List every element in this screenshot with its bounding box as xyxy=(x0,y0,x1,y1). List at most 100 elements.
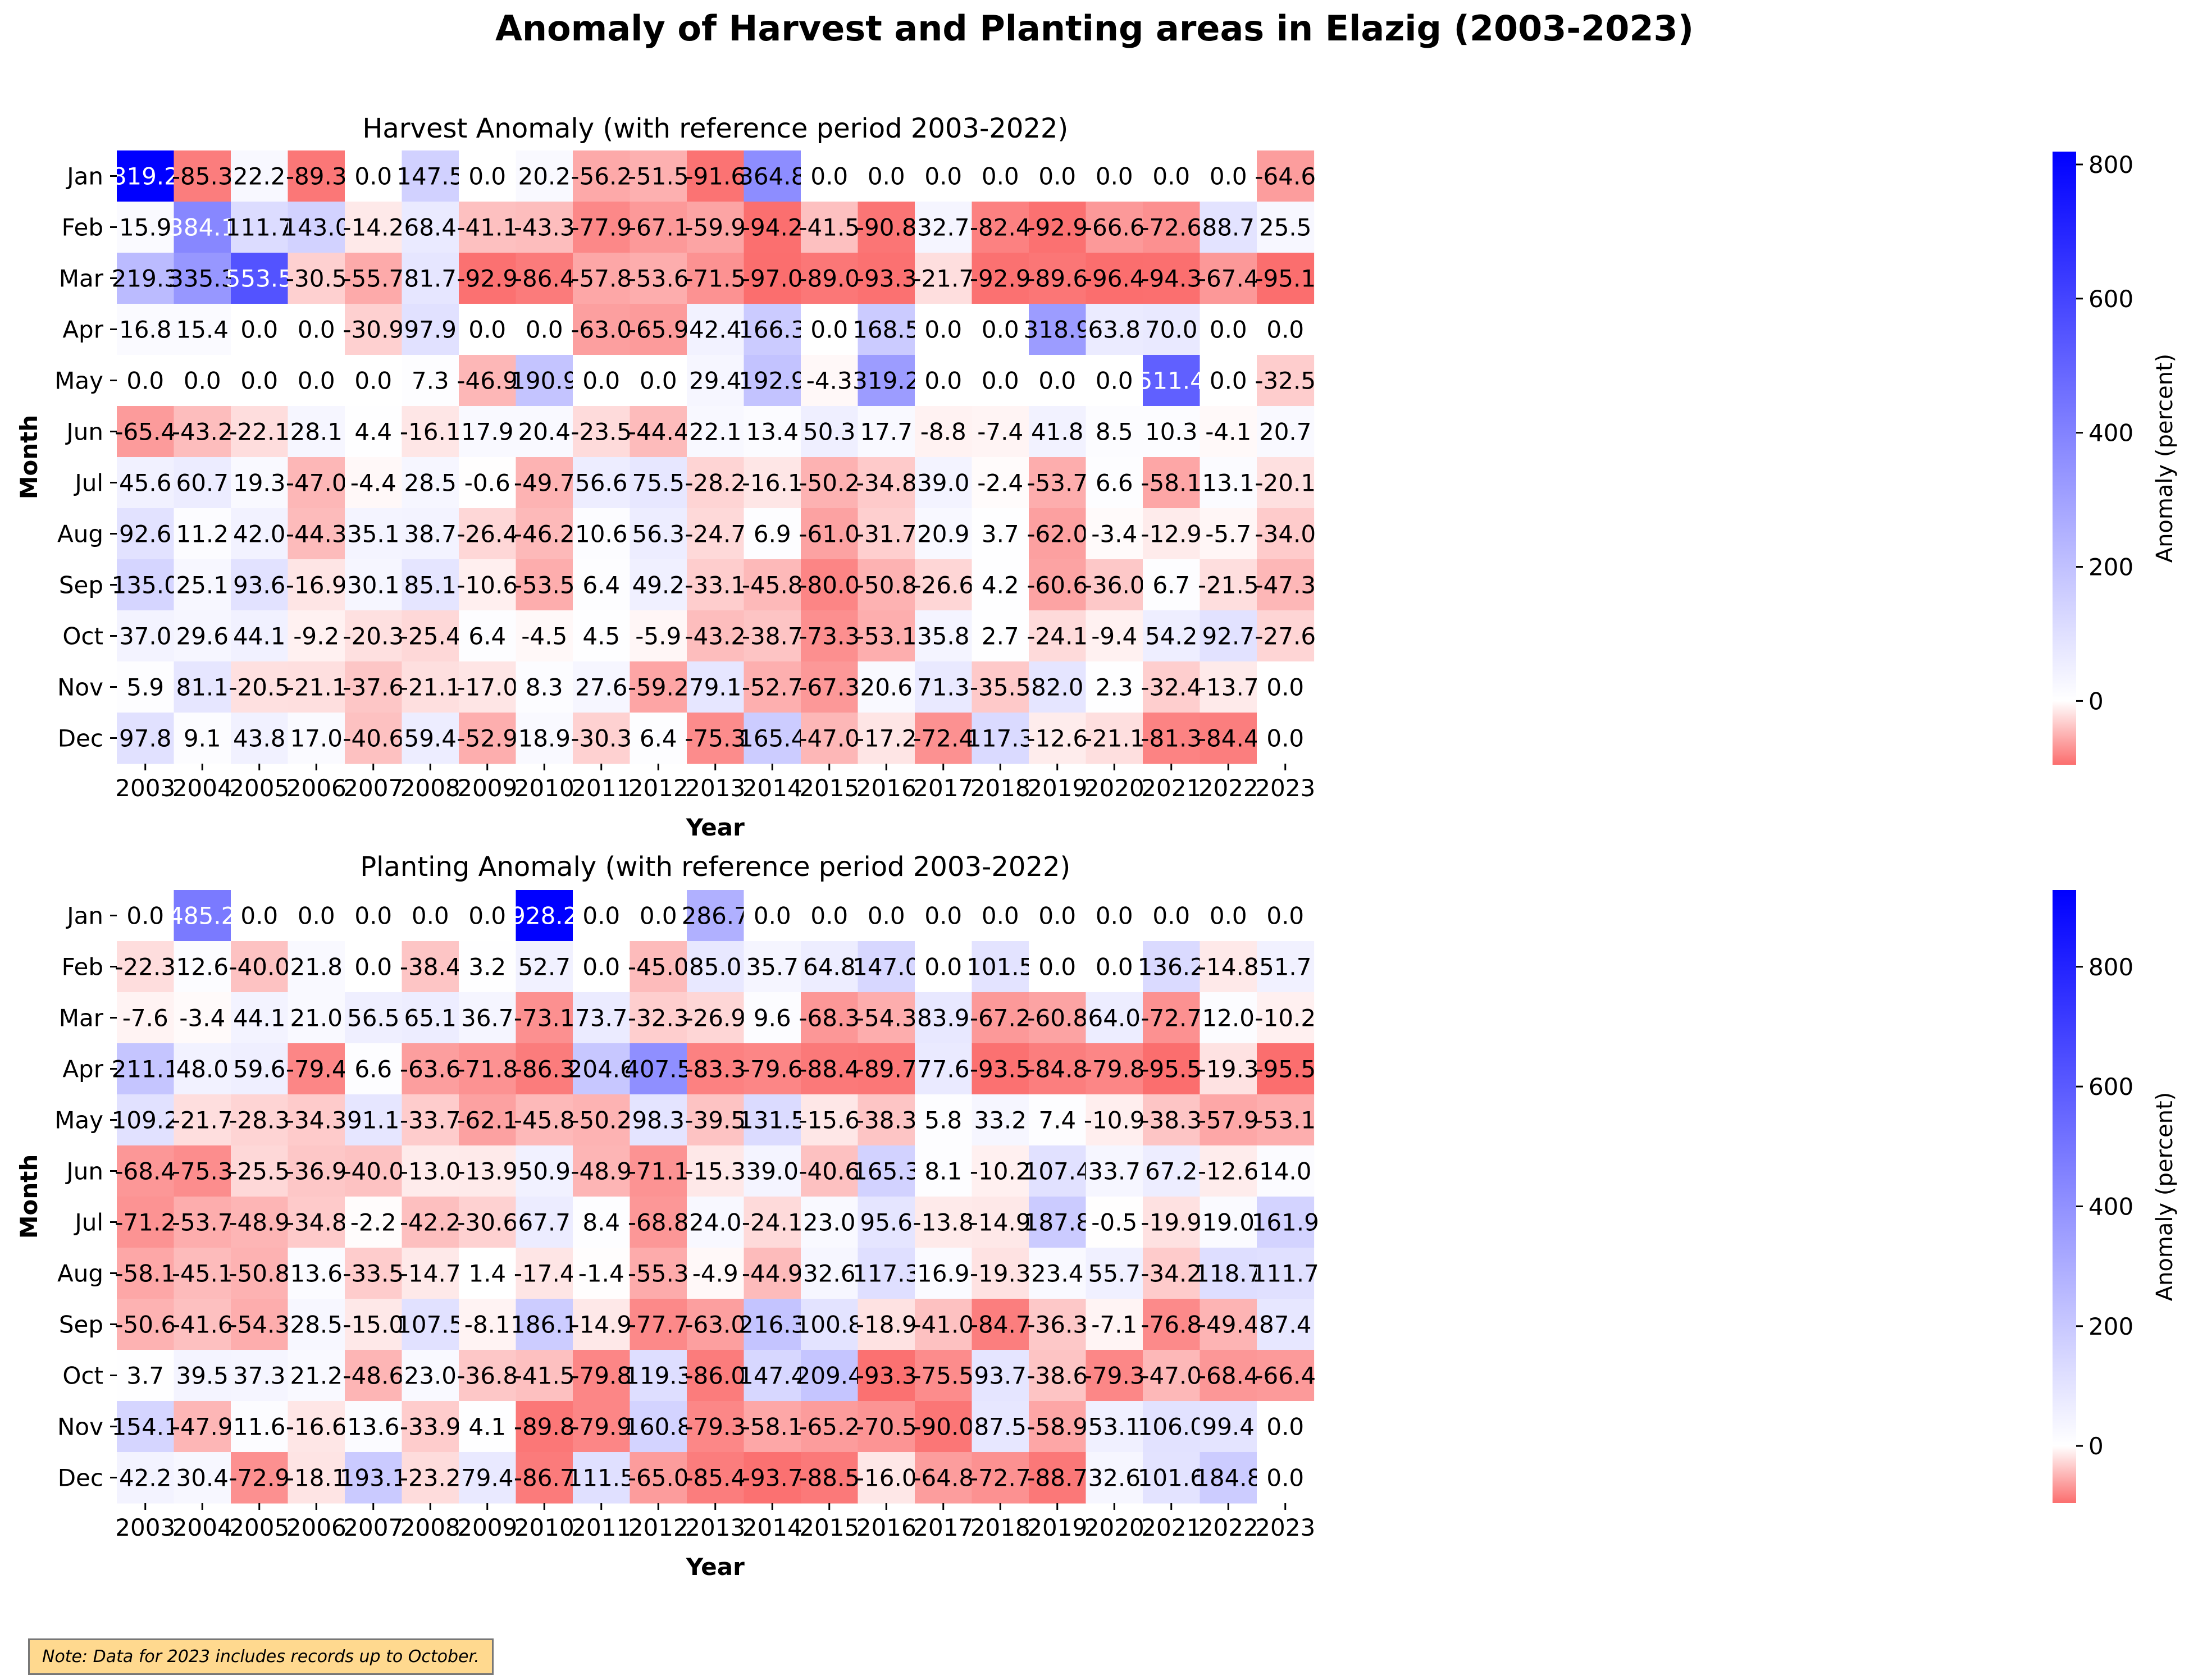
heatmap-cell xyxy=(858,1401,915,1453)
heatmap-cell xyxy=(858,1197,915,1248)
cell-value-label: 5.8 xyxy=(924,1107,962,1134)
cell-value-label: 190.9 xyxy=(510,367,578,395)
heatmap-cell xyxy=(1143,202,1201,253)
heatmap-cell xyxy=(345,661,403,713)
cell-value-label: 30.1 xyxy=(347,572,400,599)
heatmap-cell xyxy=(858,713,915,764)
heatmap-cell xyxy=(687,713,745,764)
cell-value-label: -36.9 xyxy=(286,1158,347,1185)
heatmap-cell xyxy=(117,1094,175,1146)
cell-value-label: -50.2 xyxy=(799,469,860,497)
cell-value-label: -80.0 xyxy=(799,572,860,599)
cell-value-label: -47.0 xyxy=(286,469,347,497)
heatmap-cell xyxy=(744,1452,801,1504)
heatmap-cell xyxy=(174,713,231,764)
heatmap-cell xyxy=(516,559,573,611)
heatmap-cell xyxy=(1143,406,1201,458)
cell-value-label: 0.0 xyxy=(1210,316,1247,344)
heatmap-cell xyxy=(516,457,573,509)
heatmap-cell xyxy=(630,1452,687,1504)
heatmap-cell xyxy=(858,406,915,458)
x-tick-label: 2013 xyxy=(685,774,745,802)
heatmap-cell xyxy=(858,253,915,304)
cell-value-label: 36.7 xyxy=(461,1005,514,1032)
cell-value-label: -77.9 xyxy=(571,214,632,241)
heatmap-cell xyxy=(1143,610,1201,662)
cell-value-label: 160.8 xyxy=(624,1413,692,1441)
cell-value-label: 0.0 xyxy=(868,902,905,930)
cell-value-label: -16.6 xyxy=(286,1413,347,1441)
heatmap-cell xyxy=(1086,1145,1143,1197)
cell-value-label: 131.5 xyxy=(738,1107,806,1134)
heatmap-cell xyxy=(573,1401,631,1453)
heatmap-cell xyxy=(459,253,517,304)
heatmap-cell xyxy=(858,610,915,662)
cell-value-label: 0.0 xyxy=(982,367,1019,395)
heatmap-cell xyxy=(516,304,573,355)
cell-value-label: 59.6 xyxy=(233,1056,286,1083)
heatmap-cell xyxy=(972,559,1029,611)
cell-value-label: -52.9 xyxy=(457,725,518,752)
heatmap-cell xyxy=(1200,253,1257,304)
heatmap-cell xyxy=(345,150,403,202)
heatmap-cell xyxy=(117,406,175,458)
cell-value-label: 56.3 xyxy=(632,521,685,548)
cell-value-label: 0.0 xyxy=(1266,316,1304,344)
cell-value-label: -75.5 xyxy=(913,1362,974,1390)
heatmap-cell xyxy=(744,1350,801,1401)
cell-value-label: -16.0 xyxy=(856,1464,917,1492)
x-tick-label: 2010 xyxy=(514,774,574,802)
main-title: Anomaly of Harvest and Planting areas in… xyxy=(495,8,1694,49)
cell-value-label: -48.6 xyxy=(343,1362,404,1390)
cell-value-label: 12.0 xyxy=(1202,1005,1255,1032)
cell-value-label: 20.6 xyxy=(860,674,913,701)
heatmap-cell xyxy=(402,1197,459,1248)
cell-value-label: -72.9 xyxy=(229,1464,290,1492)
heatmap-cell xyxy=(231,661,289,713)
heatmap-cell xyxy=(288,457,345,509)
heatmap-cell xyxy=(1029,202,1087,253)
heatmap-cell xyxy=(1029,304,1087,355)
cell-value-label: 6.4 xyxy=(640,725,677,752)
heatmap-cell xyxy=(231,1043,289,1095)
heatmap-cell xyxy=(915,941,973,993)
heatmap-cell xyxy=(630,1043,687,1095)
cell-value-label: -47.0 xyxy=(799,725,860,752)
cell-value-label: 73.7 xyxy=(575,1005,628,1032)
cell-value-label: -10.9 xyxy=(1084,1107,1145,1134)
cell-value-label: 70.0 xyxy=(1145,316,1198,344)
x-tick-label: 2007 xyxy=(343,774,403,802)
cell-value-label: -82.4 xyxy=(970,214,1031,241)
cell-value-label: -41.6 xyxy=(172,1311,233,1339)
cell-value-label: 211.1 xyxy=(112,1056,179,1083)
cell-value-label: -42.2 xyxy=(400,1209,461,1236)
heatmap-cell xyxy=(972,713,1029,764)
cell-value-label: -13.9 xyxy=(457,1158,518,1185)
heatmap-cell xyxy=(402,1452,459,1504)
heatmap-cell xyxy=(231,713,289,764)
cell-value-label: 318.9 xyxy=(1024,316,1091,344)
heatmap-cell xyxy=(744,150,801,202)
colorbar-label: Anomaly (percent) xyxy=(2152,1092,2178,1302)
heatmap-cell xyxy=(687,1145,745,1197)
cell-value-label: 20.7 xyxy=(1259,418,1312,446)
cell-value-label: -39.5 xyxy=(685,1107,746,1134)
heatmap-cell xyxy=(402,1094,459,1146)
cell-value-label: 7.4 xyxy=(1038,1107,1076,1134)
heatmap-cell xyxy=(1029,1350,1087,1401)
heatmap-cell xyxy=(174,1145,231,1197)
cell-value-label: -10.6 xyxy=(457,572,518,599)
heatmap-cell xyxy=(288,1094,345,1146)
cell-value-label: -63.0 xyxy=(571,316,632,344)
heatmap-cell xyxy=(1086,406,1143,458)
heatmap-cell xyxy=(174,941,231,993)
heatmap-cell xyxy=(915,304,973,355)
cell-value-label: 20.2 xyxy=(518,163,571,190)
heatmap-cell xyxy=(687,406,745,458)
x-tick-label: 2020 xyxy=(1084,774,1144,802)
cell-value-label: 63.8 xyxy=(1088,316,1141,344)
cell-value-label: -2.4 xyxy=(977,469,1023,497)
heatmap-cell xyxy=(231,992,289,1044)
heatmap-cell xyxy=(117,150,175,202)
cell-value-label: -53.7 xyxy=(1027,469,1088,497)
